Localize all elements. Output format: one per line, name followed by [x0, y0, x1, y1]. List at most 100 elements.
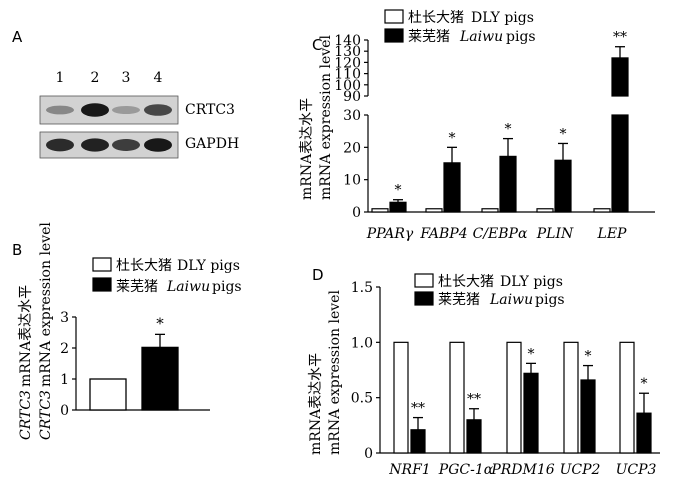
significance-mark: ** [467, 392, 481, 408]
x-tick-label: UCP3 [616, 462, 657, 478]
y-tick-label: 0 [352, 205, 361, 221]
significance-mark: * [395, 183, 402, 199]
bar [523, 372, 539, 454]
x-tick-label: NRF1 [388, 462, 430, 478]
bar [506, 341, 522, 454]
legend-swatch-laiwu [414, 291, 434, 306]
panel-d: D 杜长大猪 DLY pigs 莱芜猪 Laiwu pigs 0 0.5 1.0 1.… [308, 266, 660, 478]
significance-mark: * [156, 314, 164, 332]
y-tick-label: 10 [343, 173, 361, 189]
chart-c-ylabel-cn: mRNA表达水平 [299, 98, 315, 200]
y-tick-label: 100 [334, 78, 361, 94]
bar [425, 208, 443, 213]
legend-laiwu-tail: pigs [212, 279, 242, 295]
panel-c-letter: C [312, 36, 322, 54]
lane-label: 3 [122, 70, 131, 86]
significance-mark: * [560, 126, 567, 142]
lane-label: 2 [91, 70, 100, 86]
legend-swatch-dly [414, 273, 434, 288]
legend-laiwu-cn: 莱芜猪 [438, 291, 480, 308]
y-tick-label: 20 [343, 140, 361, 156]
legend-dly-cn: 杜长大猪 [408, 10, 464, 26]
blot-band [144, 138, 172, 152]
y-tick-label: 30 [343, 108, 361, 124]
bar [389, 201, 407, 213]
lane-label: 4 [154, 70, 163, 86]
legend-swatch-laiwu [384, 28, 404, 43]
blot-band [112, 139, 140, 151]
blot-band [112, 106, 140, 114]
legend-swatch-laiwu [92, 277, 112, 292]
legend-c: 杜长大猪 DLY pigs 莱芜猪 Laiwu pigs [384, 9, 536, 45]
legend-swatch-dly [384, 9, 404, 24]
bar [443, 162, 461, 213]
legend-swatch-dly [92, 257, 112, 272]
chart-b-ylabel-en: CRTC3mRNA expression level [38, 222, 54, 440]
y-tick-label: 130 [334, 44, 361, 60]
blot-band [46, 105, 74, 115]
y-tick-label: 1.0 [351, 335, 373, 351]
bar [619, 341, 635, 454]
bar [580, 379, 596, 454]
x-tick-label: UCP2 [560, 462, 601, 478]
blot-band [81, 138, 109, 152]
chart-d: 0 0.5 1.0 1.5 ** NRF1 ** PGC-1α * PRDM16 * UCP2 * UCP… [351, 280, 660, 478]
bar [481, 208, 499, 213]
panel-a-letter: A [12, 28, 23, 46]
bar [393, 341, 409, 454]
bar [449, 341, 465, 454]
bar [89, 378, 127, 411]
legend-dly-en: DLY pigs [500, 274, 563, 290]
chart-c-ylabel-en: mRNA expression level [318, 35, 334, 200]
y-tick-label: 120 [334, 55, 361, 71]
blot-label-crtc3: CRTC3 [185, 102, 235, 118]
chart-b-ylabel-cn: CRTC3mRNA表达水平 [18, 285, 34, 440]
significance-mark: * [449, 130, 456, 146]
y-tick-label: 0.5 [351, 391, 373, 407]
lane-label: 1 [56, 70, 65, 86]
panel-c: C 杜长大猪 DLY pigs 莱芜猪 Laiwu pigs 0 10 20 30 90… [299, 9, 655, 242]
blot-label-gapdh: GAPDH [185, 136, 239, 152]
legend-dly-cn: 杜长大猪 [438, 274, 494, 290]
bar [536, 208, 554, 213]
y-tick-label: 90 [343, 89, 361, 105]
legend-laiwu-tail: pigs [535, 292, 565, 308]
bar [499, 155, 517, 213]
chart-d-ylabel-cn: mRNA表达水平 [308, 353, 324, 455]
panel-a: A 1 2 3 4 CRTC3 GAPDH [12, 28, 239, 159]
significance-mark: * [528, 346, 535, 362]
bar [636, 412, 652, 454]
x-tick-label: PPARγ [366, 226, 414, 242]
x-tick-label: LEP [597, 226, 628, 242]
blot-band [144, 104, 172, 116]
blot-band [46, 138, 74, 152]
legend-dly-cn: 杜长大猪 [116, 258, 172, 274]
bar [410, 429, 426, 454]
legend-dly-en: DLY pigs [177, 258, 240, 274]
legend-laiwu-cn: 莱芜猪 [116, 278, 158, 295]
panel-d-letter: D [312, 266, 324, 284]
x-tick-label: PGC-1α [438, 462, 494, 478]
significance-mark: * [585, 349, 592, 365]
significance-mark: ** [411, 401, 425, 417]
significance-mark: ** [613, 30, 627, 46]
chart-b: 0 1 2 3 * [60, 310, 210, 419]
significance-mark: * [505, 122, 512, 138]
legend-laiwu-en: Laiwu [459, 29, 503, 45]
legend-b: 杜长大猪 DLY pigs 莱芜猪 Laiwu pigs [92, 257, 242, 295]
bar-upper-segment [611, 57, 629, 97]
y-tick-label: 1.5 [351, 280, 373, 296]
y-tick-label: 1 [60, 372, 69, 388]
blot-strips [39, 95, 179, 159]
significance-mark: * [641, 376, 648, 392]
y-tick-label: 0 [364, 446, 373, 462]
x-tick-label: PLIN [536, 226, 574, 242]
x-tick-label: C/EBPα [473, 226, 528, 242]
y-tick-label: 2 [60, 341, 69, 357]
bar [593, 208, 611, 213]
blot-band [81, 103, 109, 117]
x-tick-label: FABP4 [419, 226, 467, 242]
panel-b-letter: B [12, 241, 22, 259]
